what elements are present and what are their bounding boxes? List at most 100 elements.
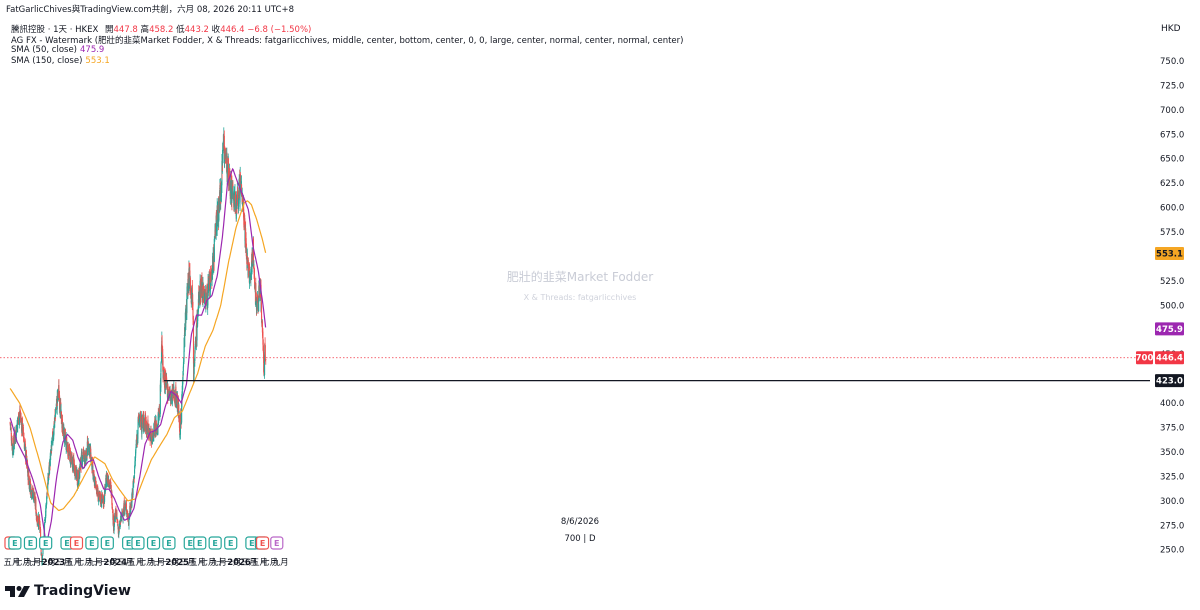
- time-axis[interactable]: 五月七月九月十一月2023三月五月七月九月十一月2024三月五月七月九月十一月2…: [3, 557, 288, 568]
- high-value: 458.2: [149, 25, 174, 35]
- earnings-marker: [208, 536, 222, 550]
- x-tick-label: 三月: [117, 558, 134, 568]
- x-tick-label: 十一月: [30, 557, 56, 568]
- candle-body: [192, 308, 194, 320]
- candle-body: [82, 457, 84, 459]
- candle-body: [165, 375, 167, 384]
- currency-label[interactable]: HKD: [1161, 24, 1181, 34]
- candle-body: [161, 344, 163, 349]
- earnings-marker-label: E: [188, 539, 193, 548]
- x-tick-label: 十一月: [216, 557, 242, 568]
- candle-body: [133, 475, 135, 478]
- candle-body: [88, 444, 90, 452]
- candle-body: [231, 187, 233, 199]
- candle-body: [137, 415, 140, 422]
- watermark-title: 肥壯的韭菜Market Fodder: [507, 269, 653, 284]
- event-markers: EEEEEEEEEEEEEEEEEEEE: [4, 536, 284, 550]
- symbol-legend[interactable]: 騰訊控股 · 1天 · HKEX 開447.8 高458.2 低443.2 收4…: [11, 23, 311, 35]
- symbol-name: 騰訊控股 · 1天 · HKEX: [11, 25, 99, 35]
- candle-body: [81, 453, 83, 456]
- candle-body: [179, 433, 181, 438]
- candle-body: [189, 278, 191, 286]
- watermark-indicator-legend[interactable]: AG FX - Watermark (肥壯的韭菜Market Fodder, X…: [11, 34, 683, 46]
- candle-body: [169, 392, 172, 401]
- candle-body: [45, 503, 47, 508]
- candle-body: [79, 465, 81, 478]
- candle-body: [60, 411, 62, 425]
- candle-body: [71, 456, 73, 463]
- candle-body: [198, 292, 200, 299]
- candle-body: [251, 252, 253, 263]
- crosshair-info: 8/6/2026 700 | D: [561, 517, 599, 544]
- candle-body: [40, 529, 42, 544]
- x-tick-label: 七月: [199, 558, 216, 568]
- candle-body: [59, 401, 61, 418]
- candle-body: [49, 460, 51, 474]
- sma50-line: [9, 167, 267, 547]
- y-tick-label: 725.0: [1160, 81, 1184, 91]
- candle-body: [115, 508, 117, 519]
- candle-body: [39, 523, 41, 530]
- sma50-legend[interactable]: SMA (50, close) 475.9: [11, 45, 104, 55]
- earnings-marker: [23, 536, 38, 550]
- tradingview-icon: [5, 586, 30, 597]
- change-value: −6.8 (−1.50%): [247, 25, 312, 35]
- candle-body: [132, 481, 134, 496]
- candle-body: [250, 272, 252, 275]
- earnings-marker-label: E: [212, 539, 217, 548]
- candle-body: [80, 455, 82, 468]
- candle-body: [19, 408, 21, 416]
- candle-body: [159, 415, 161, 417]
- x-tick-label: 九月: [210, 558, 227, 568]
- candle-body: [123, 501, 125, 515]
- candle-body: [236, 191, 239, 200]
- sma150-badge-bg: [1155, 246, 1184, 260]
- sma150-legend[interactable]: SMA (150, close) 553.1: [11, 56, 110, 66]
- open-label: 開: [104, 25, 114, 35]
- candle-body: [51, 443, 53, 447]
- candle-body: [124, 507, 126, 509]
- x-tick-label: 七月: [76, 558, 93, 568]
- candle-body: [11, 438, 13, 450]
- tradingview-logo[interactable]: TradingView: [5, 582, 131, 600]
- candle-body: [66, 446, 68, 451]
- candle-body: [86, 440, 89, 445]
- price-axis[interactable]: 750.0 725.0 700.0 675.0 650.0 625.0 600.0 575.0…: [1160, 57, 1184, 556]
- candle-body: [24, 440, 26, 445]
- x-tick-label: 五月: [189, 558, 206, 568]
- candle-body: [140, 416, 142, 428]
- candle-body: [167, 392, 169, 401]
- candle-body: [92, 474, 94, 476]
- candle-body: [64, 430, 66, 443]
- earnings-marker-label: E: [105, 539, 110, 548]
- candle-body: [81, 460, 83, 465]
- candle-body: [179, 415, 182, 435]
- sma50-badge-bg: [1155, 322, 1184, 336]
- earnings-marker: [224, 536, 238, 550]
- candle-body: [43, 522, 46, 534]
- y-tick-label: 325.0: [1160, 472, 1184, 482]
- candle-body: [207, 282, 209, 293]
- candle-body: [242, 195, 244, 203]
- candle-body: [134, 461, 136, 468]
- chart-header: FatGarlicChives與TradingView.com共創，六月 08,…: [6, 3, 294, 15]
- x-tick-label: 三月: [241, 558, 258, 568]
- candle-body: [84, 453, 86, 464]
- candle-body: [113, 517, 115, 532]
- candle-body: [30, 486, 32, 488]
- candle-body: [177, 398, 179, 411]
- y-tick-label: 625.0: [1160, 179, 1184, 189]
- candle-body: [20, 417, 22, 421]
- candle-body: [256, 298, 258, 310]
- candle-body: [204, 291, 206, 304]
- candle-body: [260, 305, 263, 321]
- candle-body: [162, 360, 164, 379]
- candle-body: [185, 310, 187, 324]
- candle-body: [135, 450, 137, 454]
- earnings-marker-label: E: [151, 539, 156, 548]
- x-tick-label: 三月: [55, 558, 72, 568]
- candle-body: [107, 476, 109, 482]
- candle-body: [181, 385, 183, 394]
